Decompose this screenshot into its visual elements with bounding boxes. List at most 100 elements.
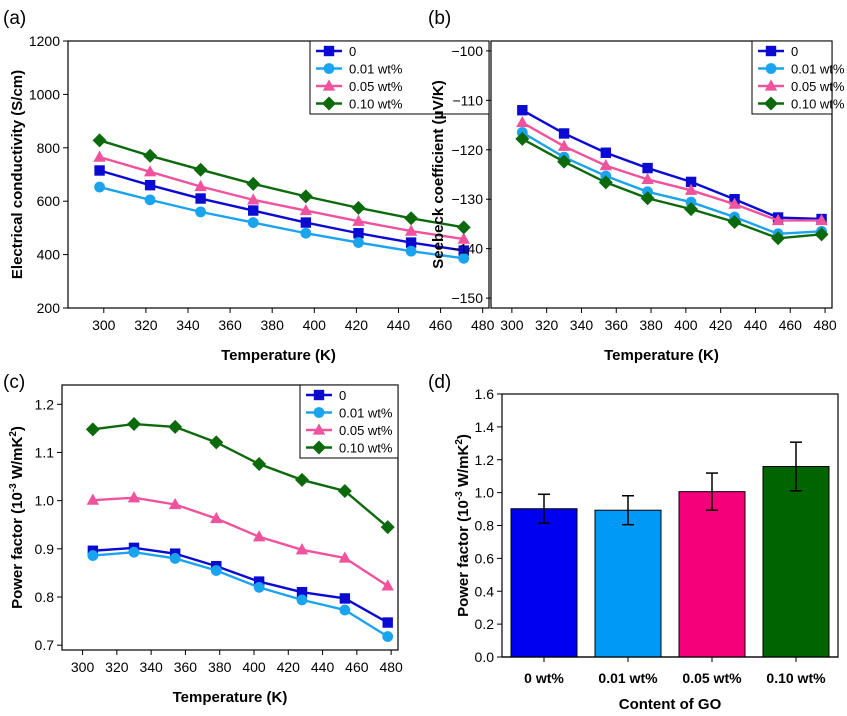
data-point — [247, 193, 260, 205]
x-tick-label: 320 — [134, 317, 158, 333]
data-point — [771, 213, 785, 226]
x-tick-label: 360 — [218, 317, 242, 333]
y-tick-label: 1200 — [29, 33, 60, 49]
bars: 0 wt% 0.01 wt% 0.05 wt% 0.10 wt% — [510, 441, 830, 686]
legend-label: 0.10 wt% — [791, 97, 845, 112]
x-tick-label: 340 — [139, 659, 163, 675]
data-point — [143, 148, 158, 163]
data-point — [338, 551, 352, 563]
data-point — [684, 183, 698, 195]
data-point — [210, 565, 222, 576]
data-point — [382, 631, 394, 642]
x-tick-label: 480 — [813, 317, 837, 333]
x-tick-label: 440 — [744, 317, 768, 333]
series-2 — [86, 491, 394, 591]
data-point — [353, 237, 364, 248]
x-ticks: 300 320 340 360 380 400 420 440 460 480 — [92, 308, 495, 333]
y-tick-label: −110 — [453, 92, 484, 108]
data-point — [685, 176, 697, 188]
series-line — [99, 185, 464, 260]
series-2 — [93, 150, 470, 244]
data-point — [456, 220, 471, 235]
legend-marker — [312, 440, 326, 455]
series-line — [521, 131, 822, 236]
y-tick-label: 1.2 — [35, 396, 55, 412]
x-tick-label: 300 — [71, 659, 95, 675]
panel-letter: (b) — [428, 8, 451, 29]
y-tick-label: −130 — [451, 191, 483, 207]
y-tick-label: 1.1 — [35, 444, 55, 460]
x-category-label: 0.01 wt% — [598, 670, 658, 686]
y-tick-label: 1.6 — [475, 386, 495, 402]
data-point — [252, 530, 266, 542]
data-point — [352, 214, 365, 226]
y-tick-label: 1.0 — [475, 485, 495, 501]
x-axis-label: Temperature (K) — [221, 347, 336, 364]
legend-label: 0.05 wt% — [791, 79, 845, 94]
x-tick-label: 360 — [605, 317, 629, 333]
legend-marker — [322, 96, 336, 111]
x-tick-label: 300 — [92, 317, 116, 333]
legend-label: 0.01 wt% — [791, 62, 845, 77]
x-tick-label: 320 — [105, 659, 129, 675]
series-3 — [515, 131, 829, 246]
legend-marker — [312, 423, 326, 435]
series-3 — [85, 417, 395, 535]
y-tick-label: 0.8 — [475, 518, 495, 534]
data-point — [727, 214, 742, 229]
data-point — [93, 150, 106, 162]
y-tick-label: 400 — [37, 247, 61, 263]
x-tick-label: 460 — [345, 659, 369, 675]
data-point — [640, 191, 655, 206]
series-line — [92, 550, 389, 638]
x-tick-label: 380 — [639, 317, 663, 333]
x-ticks: 300 320 340 360 380 400 420 440 460 480 — [71, 650, 403, 675]
data-point — [248, 205, 259, 216]
y-tick-label: 0.2 — [475, 616, 495, 632]
data-point — [247, 217, 259, 228]
series-line — [521, 109, 822, 221]
data-point — [298, 189, 313, 204]
y-tick-label: 0.7 — [35, 637, 55, 653]
data-point — [684, 202, 699, 217]
data-point — [404, 211, 419, 226]
y-axis-label-part: -3 — [454, 491, 465, 500]
data-point — [815, 213, 828, 226]
y-axis-label-part: -3 — [8, 483, 19, 492]
series-line — [92, 546, 389, 624]
y-tick-label: −120 — [451, 142, 483, 158]
x-tick-label: 480 — [471, 317, 495, 333]
data-point — [195, 206, 207, 218]
y-axis-label-part: W/mK — [9, 436, 26, 483]
data-point — [209, 435, 224, 450]
x-category-label: 0.10 wt% — [766, 670, 826, 686]
x-ticks: 300 320 340 360 380 400 420 440 460 480 — [500, 308, 837, 333]
y-tick-label: 0.6 — [475, 550, 495, 566]
x-tick-label: 400 — [242, 659, 266, 675]
data-point — [382, 617, 393, 628]
x-tick-label: 340 — [570, 317, 594, 333]
data-point — [143, 165, 157, 177]
legend-label: 0.10 wt% — [349, 97, 403, 112]
y-axis-label: Power factor (10-3 W/mK2) — [8, 426, 26, 609]
y-tick-label: −100 — [451, 43, 483, 59]
x-tick-label: 440 — [311, 659, 335, 675]
legend-label: 0 — [339, 388, 346, 403]
y-axis-label-part: W/mK — [455, 444, 472, 491]
x-tick-label: 420 — [345, 317, 369, 333]
legend-label: 0.10 wt% — [339, 441, 393, 456]
data-point — [558, 128, 570, 139]
data-point — [598, 175, 613, 190]
data-point — [557, 139, 571, 151]
panel-a: (a) 200 400 600 800 1000 1200 Electrical conduc… — [3, 8, 495, 364]
data-point — [728, 197, 741, 209]
data-point — [405, 237, 417, 248]
data-point — [92, 133, 107, 148]
y-tick-label: 800 — [37, 140, 61, 156]
x-axis-label: Temperature (K) — [173, 689, 288, 706]
series-line — [99, 139, 464, 229]
data-point — [404, 224, 418, 236]
legend-label: 0 — [791, 44, 798, 59]
data-point — [144, 194, 156, 206]
